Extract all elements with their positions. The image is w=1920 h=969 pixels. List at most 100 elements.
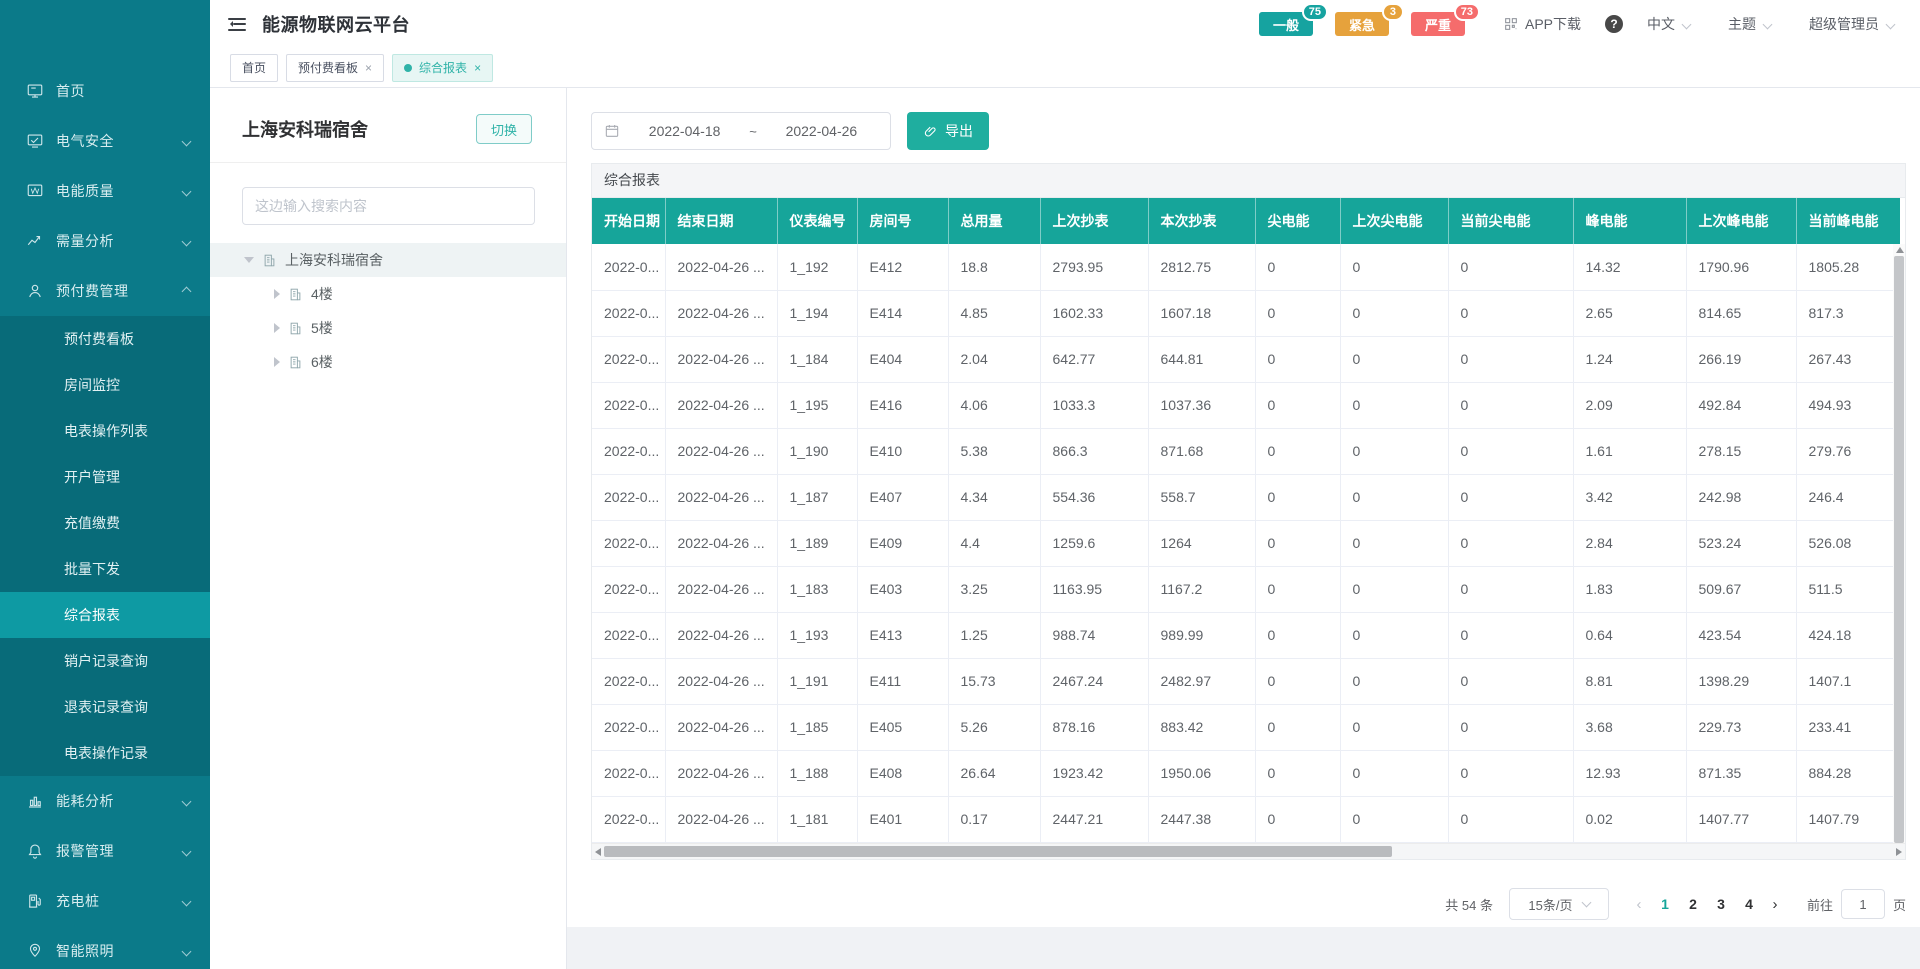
tree-node-floor6[interactable]: 6楼 (210, 345, 566, 379)
page-size-select[interactable]: 15条/页 (1508, 888, 1609, 920)
theme-menu[interactable]: 主题 (1728, 14, 1773, 34)
page-button-2[interactable]: 2 (1689, 896, 1697, 912)
table-cell: 8.81 (1573, 658, 1687, 705)
lighting-pin-icon (26, 942, 44, 960)
caret-right-icon[interactable] (274, 323, 280, 333)
sidebar-item-demand-analysis[interactable]: 需量分析 (0, 216, 210, 266)
table-row[interactable]: 2022-0... 2022-04-26 ... 1_185 E405 5.26 878.… (592, 704, 1900, 751)
table-row[interactable]: 2022-0... 2022-04-26 ... 1_194 E414 4.85 1602… (592, 290, 1900, 337)
table-row[interactable]: 2022-0... 2022-04-26 ... 1_183 E403 3.25 1163… (592, 566, 1900, 613)
submenu-item-meter-return-records[interactable]: 退表记录查询 (0, 684, 210, 730)
submenu-item-account-close-records[interactable]: 销户记录查询 (0, 638, 210, 684)
submenu-item-prepaid-dashboard[interactable]: 预付费看板 (0, 316, 210, 362)
caret-right-icon[interactable] (274, 289, 280, 299)
table-row[interactable]: 2022-0... 2022-04-26 ... 1_193 E413 1.25 988.… (592, 612, 1900, 659)
sidebar-item-energy-analysis[interactable]: 能耗分析 (0, 776, 210, 826)
date-range-picker[interactable]: 2022-04-18 ~ 2022-04-26 (591, 112, 891, 150)
sidebar-item-power-quality[interactable]: 电能质量 (0, 166, 210, 216)
column-header: 当前尖电能 (1448, 198, 1574, 244)
switch-button[interactable]: 切换 (475, 114, 532, 144)
date-start-input[interactable]: 2022-04-18 (648, 123, 721, 139)
user-menu[interactable]: 超级管理员 (1809, 14, 1896, 34)
submenu-item-batch-dispatch[interactable]: 批量下发 (0, 546, 210, 592)
table-cell: 2022-04-26 ... (665, 566, 778, 613)
menu-collapse-icon[interactable] (228, 17, 246, 31)
report-toolbar: 2022-04-18 ~ 2022-04-26 导出 (591, 112, 989, 150)
scrollbar-thumb[interactable] (1894, 256, 1904, 843)
page-button-4[interactable]: 4 (1745, 896, 1753, 912)
alarm-badge-severe[interactable]: 严重 73 (1410, 3, 1480, 36)
scroll-left-arrow[interactable] (595, 847, 601, 856)
table-cell: 1_193 (777, 612, 858, 659)
table-cell: 1_187 (777, 474, 858, 521)
tree-node-root[interactable]: 上海安科瑞宿舍 (210, 243, 566, 277)
table-cell: 266.19 (1686, 336, 1797, 383)
submenu-item-meter-operation-records[interactable]: 电表操作记录 (0, 730, 210, 776)
scroll-up-arrow[interactable] (1895, 247, 1904, 253)
table-cell: 0 (1448, 704, 1574, 751)
caret-down-icon[interactable] (244, 257, 254, 263)
report-table: 开始日期 结束日期 仪表编号 房间号 总用量 上次抄表 本次抄表 尖电能 上次尖电能 当前尖电能峰… (592, 198, 1900, 843)
sidebar-item-home[interactable]: 首页 (0, 66, 210, 116)
submenu-item-room-monitor[interactable]: 房间监控 (0, 362, 210, 408)
alarm-badge-normal[interactable]: 一般 75 (1258, 3, 1328, 36)
page-button-1[interactable]: 1 (1661, 896, 1669, 912)
tab-home[interactable]: 首页 (230, 53, 279, 82)
table-row[interactable]: 2022-0... 2022-04-26 ... 1_184 E404 2.04 642.… (592, 336, 1900, 383)
export-button[interactable]: 导出 (907, 112, 989, 150)
tree-node-label: 6楼 (311, 354, 333, 370)
table-row[interactable]: 2022-0... 2022-04-26 ... 1_190 E410 5.38 866.… (592, 428, 1900, 475)
scroll-right-arrow[interactable] (1896, 847, 1902, 856)
sidebar-item-alarm-management[interactable]: 报警管理 (0, 826, 210, 876)
horizontal-scrollbar[interactable] (592, 842, 1905, 859)
power-quality-icon (26, 182, 44, 200)
submenu-item-meter-operation-list[interactable]: 电表操作列表 (0, 408, 210, 454)
table-cell: 0 (1340, 428, 1449, 475)
tree-search-input[interactable] (242, 187, 535, 225)
help-icon[interactable]: ? (1605, 15, 1623, 33)
tab-comprehensive-report[interactable]: 综合报表 × (392, 53, 494, 82)
sidebar-item-smart-lighting[interactable]: 智能照明 (0, 926, 210, 969)
vertical-scrollbar[interactable] (1893, 244, 1905, 855)
table-row[interactable]: 2022-0... 2022-04-26 ... 1_187 E407 4.34 554.… (592, 474, 1900, 521)
next-page-button[interactable]: › (1772, 895, 1778, 913)
table-cell: 1602.33 (1040, 290, 1149, 337)
table-cell: 2022-04-26 ... (665, 612, 778, 659)
app-download-link[interactable]: APP下载 (1503, 14, 1581, 34)
table-row[interactable]: 2022-0... 2022-04-26 ... 1_181 E401 0.17 2447… (592, 796, 1900, 843)
close-icon[interactable]: × (474, 60, 482, 75)
table-cell: 523.24 (1686, 520, 1797, 567)
table-row[interactable]: 2022-0... 2022-04-26 ... 1_195 E416 4.06 1033… (592, 382, 1900, 429)
table-cell: 1407.77 (1686, 796, 1797, 843)
caret-right-icon[interactable] (274, 357, 280, 367)
table-cell: E408 (857, 750, 949, 797)
date-separator: ~ (749, 123, 757, 139)
table-row[interactable]: 2022-0... 2022-04-26 ... 1_189 E409 4.4 1259.… (592, 520, 1900, 567)
table-cell: 0 (1448, 520, 1574, 567)
alarm-badge-urgent[interactable]: 紧急 3 (1334, 3, 1404, 36)
tab-prepaid-dashboard[interactable]: 预付费看板 × (286, 53, 385, 82)
table-cell: 2022-04-26 ... (665, 336, 778, 383)
date-end-input[interactable]: 2022-04-26 (785, 123, 858, 139)
export-label: 导出 (945, 123, 973, 139)
tree-node-floor4[interactable]: 4楼 (210, 277, 566, 311)
sidebar-item-charging-pile[interactable]: 充电桩 (0, 876, 210, 926)
language-menu[interactable]: 中文 (1647, 14, 1692, 34)
table-row[interactable]: 2022-0... 2022-04-26 ... 1_191 E411 15.73 246… (592, 658, 1900, 705)
submenu-item-account-management[interactable]: 开户管理 (0, 454, 210, 500)
page-button-3[interactable]: 3 (1717, 896, 1725, 912)
chevron-down-icon (181, 236, 192, 246)
sidebar-item-prepaid-management[interactable]: 预付费管理 (0, 266, 210, 316)
prev-page-button[interactable]: ‹ (1636, 895, 1642, 913)
tree-node-floor5[interactable]: 5楼 (210, 311, 566, 345)
table-row[interactable]: 2022-0... 2022-04-26 ... 1_188 E408 26.64 192… (592, 750, 1900, 797)
goto-page-input[interactable] (1840, 889, 1885, 919)
table-row[interactable]: 2022-0... 2022-04-26 ... 1_192 E412 18.8 2793… (592, 244, 1900, 291)
sidebar-item-electrical-safety[interactable]: 电气安全 (0, 116, 210, 166)
submenu-item-comprehensive-report[interactable]: 综合报表 (0, 592, 210, 638)
close-icon[interactable]: × (365, 60, 373, 75)
table-cell: 26.64 (948, 750, 1041, 797)
scrollbar-thumb[interactable] (604, 845, 1392, 857)
submenu-item-recharge-payment[interactable]: 充值缴费 (0, 500, 210, 546)
table-cell: 242.98 (1686, 474, 1797, 521)
